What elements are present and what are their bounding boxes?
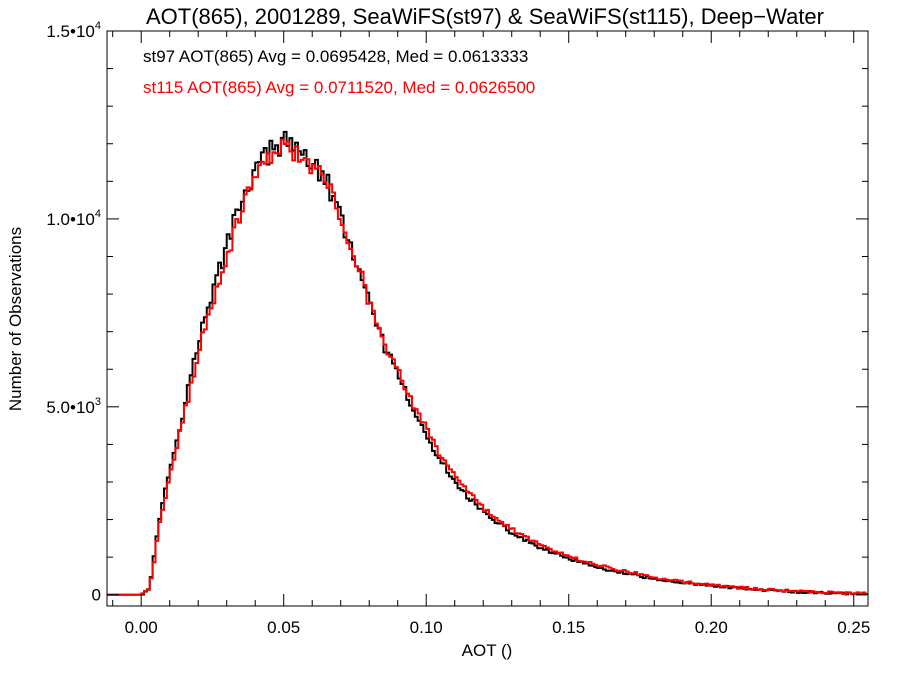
x-tick-label: 0.15 [552,618,585,637]
x-axis-label: AOT () [462,641,513,660]
series-layer [107,130,868,596]
y-tick-label: 1.0•104 [46,208,101,229]
series-line-0 [107,130,868,596]
plot-frame [106,30,869,607]
stats-annotation-0: st97 AOT(865) Avg = 0.0695428, Med = 0.0… [143,47,528,66]
x-tick-label: 0.25 [837,618,870,637]
y-axis-label: Number of Observations [6,227,25,411]
y-tick-label: 0 [92,586,101,605]
axes-layer: 0.00 0.05 0.10 0.15 0.20 0.25 0 5.0•103 1.0•104 1… [46,20,870,637]
x-tick-label: 0.00 [125,618,158,637]
series-line-1 [107,138,868,596]
x-tick-label: 0.05 [267,618,300,637]
annotation-layer: st97 AOT(865) Avg = 0.0695428, Med = 0.0… [143,47,535,97]
x-tick-label: 0.10 [410,618,443,637]
stats-annotation-1: st115 AOT(865) Avg = 0.0711520, Med = 0.… [143,78,535,97]
chart-title: AOT(865), 2001289, SeaWiFS(st97) & SeaWi… [146,4,824,29]
y-tick-label: 5.0•103 [46,396,101,417]
x-tick-label: 0.20 [695,618,728,637]
y-tick-label: 1.5•104 [46,20,101,41]
